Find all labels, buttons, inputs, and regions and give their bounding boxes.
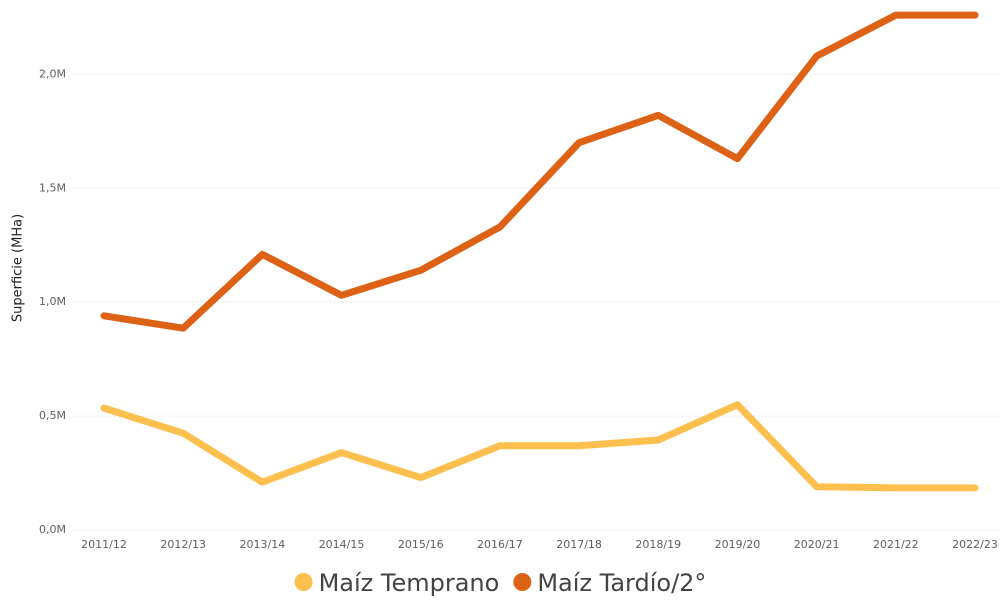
legend-label: Maíz Tardío/2° <box>537 569 706 597</box>
y-axis-label: Superficie (MHa) <box>11 214 26 322</box>
x-tick-label: 2012/13 <box>160 538 206 551</box>
x-tick-label: 2021/22 <box>873 538 919 551</box>
x-tick-label: 2015/16 <box>398 538 444 551</box>
y-tick-label: 1,5M <box>39 181 66 194</box>
line-series <box>100 11 979 332</box>
x-tick-label: 2022/23 <box>952 538 998 551</box>
legend-marker <box>294 573 313 591</box>
x-tick-label: 2013/14 <box>240 538 286 551</box>
legend-marker <box>513 573 532 591</box>
x-tick-label: 2019/20 <box>715 538 761 551</box>
x-tick-label: 2014/15 <box>319 538 365 551</box>
x-tick-label: 2011/12 <box>81 538 127 551</box>
y-tick-label: 2,0M <box>39 67 66 80</box>
x-tick-label: 2020/21 <box>794 538 840 551</box>
x-tick-label: 2017/18 <box>556 538 602 551</box>
x-tick-label: 2018/19 <box>635 538 681 551</box>
y-tick-label: 0,0M <box>39 523 66 536</box>
legend: Maíz Temprano Maíz Tardío/2° <box>294 569 706 597</box>
line-series <box>100 401 979 492</box>
y-tick-label: 1,0M <box>39 295 66 308</box>
y-tick-label: 0,5M <box>39 409 66 422</box>
x-tick-label: 2016/17 <box>477 538 523 551</box>
legend-label: Maíz Temprano <box>319 569 500 597</box>
